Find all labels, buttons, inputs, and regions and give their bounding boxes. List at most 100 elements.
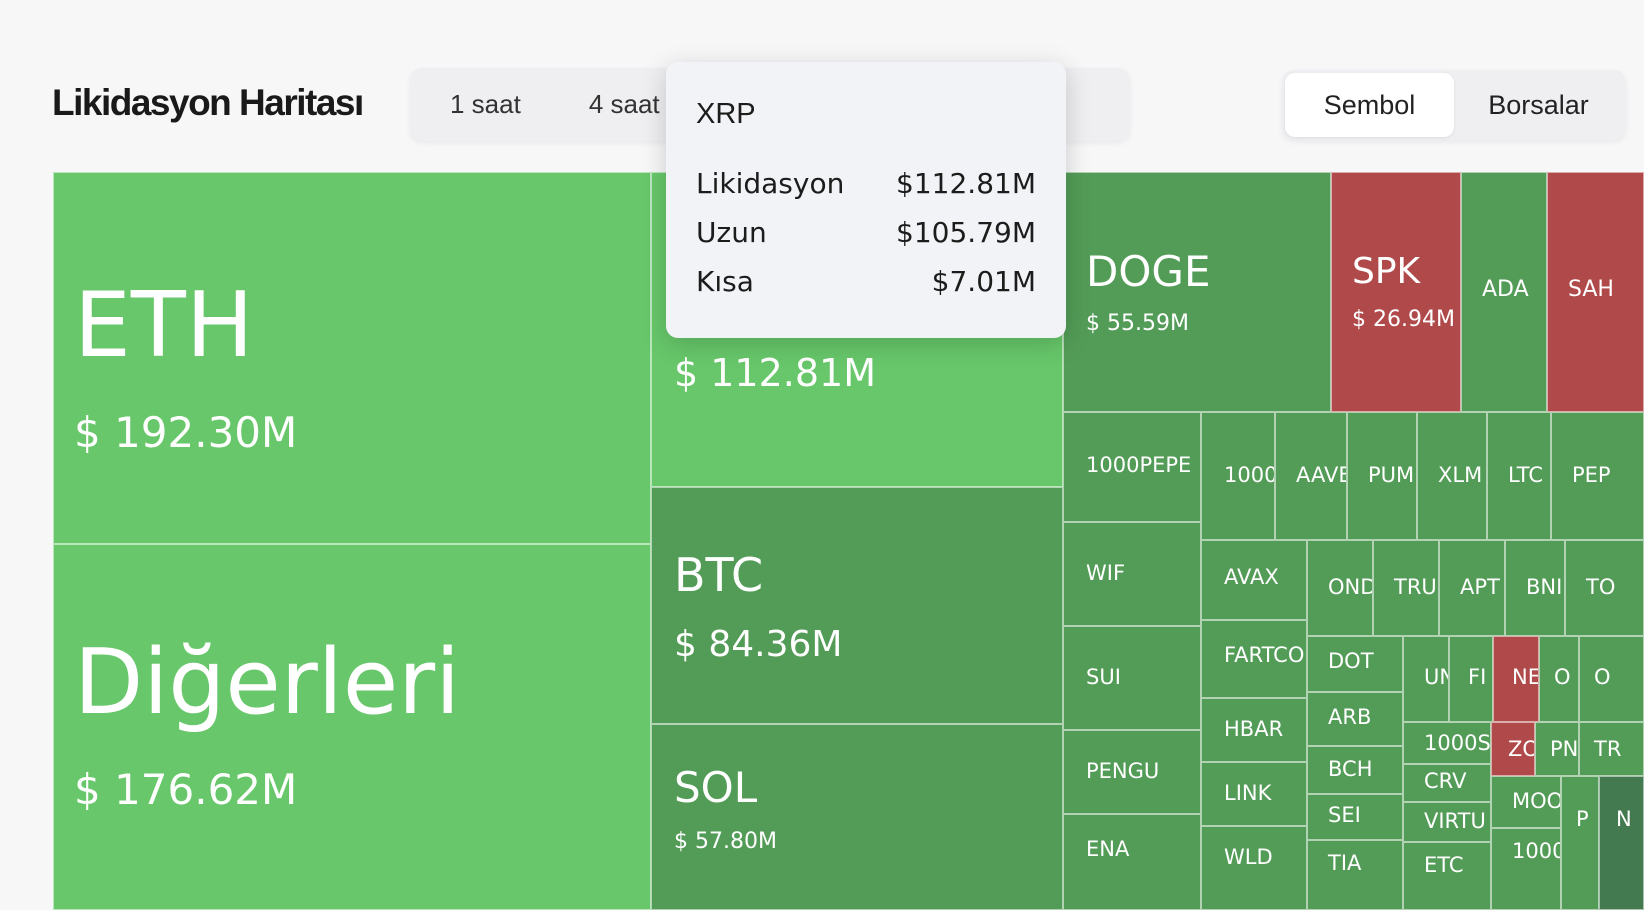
treemap-cell[interactable]: PEP xyxy=(1551,412,1644,540)
treemap-cell[interactable]: O xyxy=(1539,636,1579,722)
treemap-cell[interactable]: TRU xyxy=(1373,540,1439,636)
treemap-cell[interactable]: SPK $ 26.94M xyxy=(1331,172,1461,412)
treemap-cell[interactable]: CRV xyxy=(1403,764,1491,802)
treemap-cell-symbol: WIF xyxy=(1086,561,1126,585)
treemap-cell-symbol: BCH xyxy=(1328,757,1373,781)
treemap-cell[interactable]: APT xyxy=(1439,540,1505,636)
tooltip-value: $7.01M xyxy=(931,265,1036,298)
treemap-cell[interactable]: ZO xyxy=(1491,722,1535,776)
treemap-cell[interactable]: FARTCO xyxy=(1201,620,1307,698)
treemap-cell[interactable]: SOL $ 57.80M xyxy=(651,724,1063,910)
treemap-cell-symbol: 1000 xyxy=(1512,839,1561,863)
treemap-cell[interactable]: UN xyxy=(1403,636,1449,722)
treemap-cell-symbol: P xyxy=(1576,807,1589,831)
treemap-cell[interactable]: SAH xyxy=(1547,172,1644,412)
treemap-cell[interactable]: AAVE xyxy=(1275,412,1347,540)
treemap-cell-symbol: TIA xyxy=(1328,851,1362,875)
treemap-cell[interactable]: ARB xyxy=(1307,692,1403,746)
treemap-cell-symbol: SPK xyxy=(1352,251,1421,292)
treemap-cell-value: $ 57.80M xyxy=(674,829,777,854)
treemap-cell-symbol: TR xyxy=(1594,737,1622,761)
treemap-cell-symbol: ZO xyxy=(1508,737,1534,761)
treemap-cell[interactable]: O xyxy=(1579,636,1644,722)
treemap-cell-symbol: SEI xyxy=(1328,803,1361,827)
treemap-cell[interactable]: TO xyxy=(1565,540,1644,636)
treemap-cell-symbol: PEP xyxy=(1572,463,1611,487)
treemap-cell[interactable]: 1000 xyxy=(1491,828,1561,910)
treemap-cell[interactable]: N xyxy=(1599,776,1644,910)
tab-4h[interactable]: 4 saat xyxy=(588,89,660,119)
toggle-exchanges[interactable]: Borsalar xyxy=(1488,89,1589,120)
treemap-cell-value: $ 112.81M xyxy=(674,351,877,395)
treemap-cell[interactable]: ETH $ 192.30M xyxy=(53,172,651,544)
treemap-cell[interactable]: DOT xyxy=(1307,636,1403,692)
treemap-cell[interactable]: VIRTU xyxy=(1403,802,1491,842)
treemap-cell[interactable]: OND xyxy=(1307,540,1373,636)
treemap-cell[interactable]: NE xyxy=(1493,636,1539,722)
tooltip: XRP Likidasyon $112.81M Uzun $105.79M Kı… xyxy=(666,62,1066,338)
treemap-cell-value: $ 192.30M xyxy=(74,408,298,457)
treemap-cell-symbol: DOGE xyxy=(1086,247,1211,296)
tooltip-row-long: Uzun $105.79M xyxy=(696,216,1036,265)
treemap-cell[interactable]: 1000PEPE xyxy=(1063,412,1201,522)
treemap-cell-symbol: UN xyxy=(1424,665,1448,689)
treemap-cell-symbol: BTC xyxy=(674,548,764,602)
treemap-cell-symbol: MOO xyxy=(1512,789,1561,813)
treemap-cell[interactable]: AVAX xyxy=(1201,540,1307,620)
treemap-cell[interactable]: WIF xyxy=(1063,522,1201,626)
treemap-cell[interactable]: Diğerleri $ 176.62M xyxy=(53,544,651,910)
treemap-cell-symbol: ETC xyxy=(1424,853,1464,877)
treemap-cell[interactable]: LTC xyxy=(1487,412,1551,540)
treemap-cell[interactable]: ETC xyxy=(1403,842,1491,910)
treemap-cell-symbol: SAH xyxy=(1568,277,1614,302)
treemap-cell-symbol: FARTCO xyxy=(1224,643,1305,667)
tooltip-label: Kısa xyxy=(696,265,754,298)
treemap-cell-symbol: PN xyxy=(1550,737,1579,761)
treemap-cell[interactable]: BTC $ 84.36M xyxy=(651,487,1063,724)
treemap-cell[interactable]: TIA xyxy=(1307,840,1403,910)
treemap-cell-symbol: WLD xyxy=(1224,845,1273,869)
treemap-cell[interactable]: WLD xyxy=(1201,826,1307,910)
treemap-cell[interactable]: XLM xyxy=(1417,412,1487,540)
treemap-cell[interactable]: SEI xyxy=(1307,794,1403,840)
tooltip-label: Likidasyon xyxy=(696,167,845,200)
treemap-cell[interactable]: TR xyxy=(1579,722,1644,776)
tab-1h[interactable]: 1 saat xyxy=(450,89,521,119)
treemap-cell-symbol: VIRTU xyxy=(1424,809,1486,833)
treemap-cell-symbol: 1000S xyxy=(1424,731,1491,755)
treemap-cell[interactable]: ADA xyxy=(1461,172,1547,412)
treemap-cell[interactable]: 1000S xyxy=(1403,722,1491,764)
treemap-cell[interactable]: PUM xyxy=(1347,412,1417,540)
treemap-cell-symbol: HBAR xyxy=(1224,717,1284,741)
treemap-cell-symbol: BNI xyxy=(1526,575,1563,599)
treemap-cell-symbol: XLM xyxy=(1438,463,1483,487)
tooltip-row-liquidation: Likidasyon $112.81M xyxy=(696,167,1036,216)
treemap-cell-value: $ 84.36M xyxy=(674,624,843,665)
toggle-symbol[interactable]: Sembol xyxy=(1285,73,1454,137)
treemap-cell-symbol: LINK xyxy=(1224,781,1272,805)
treemap-cell[interactable]: 1000 xyxy=(1201,412,1275,540)
treemap-cell[interactable]: BCH xyxy=(1307,746,1403,794)
treemap-cell-value: $ 26.94M xyxy=(1352,307,1455,332)
treemap-cell-symbol: AVAX xyxy=(1224,565,1279,589)
treemap-cell-symbol: O xyxy=(1594,665,1611,689)
treemap-cell[interactable]: MOO xyxy=(1491,776,1561,828)
treemap-cell[interactable]: ENA xyxy=(1063,814,1201,910)
treemap-cell[interactable]: SUI xyxy=(1063,626,1201,730)
treemap-cell[interactable]: PN xyxy=(1535,722,1579,776)
treemap-cell[interactable]: PENGU xyxy=(1063,730,1201,814)
treemap-cell-symbol: APT xyxy=(1460,575,1500,599)
treemap-cell[interactable]: HBAR xyxy=(1201,698,1307,762)
treemap-cell[interactable]: FI xyxy=(1449,636,1493,722)
treemap-cell[interactable]: DOGE $ 55.59M xyxy=(1063,172,1331,412)
treemap-cell[interactable]: BNI xyxy=(1505,540,1565,636)
treemap-cell-symbol: SOL xyxy=(674,763,758,812)
treemap-cell-symbol: Diğerleri xyxy=(74,630,461,735)
view-toggle: Sembol Borsalar xyxy=(1282,70,1626,140)
tooltip-row-short: Kısa $7.01M xyxy=(696,265,1036,314)
tooltip-value: $112.81M xyxy=(896,167,1036,200)
treemap-cell-symbol: 1000 xyxy=(1224,463,1275,487)
treemap-cell[interactable]: P xyxy=(1561,776,1599,910)
treemap-cell[interactable]: LINK xyxy=(1201,762,1307,826)
tooltip-value: $105.79M xyxy=(896,216,1036,249)
